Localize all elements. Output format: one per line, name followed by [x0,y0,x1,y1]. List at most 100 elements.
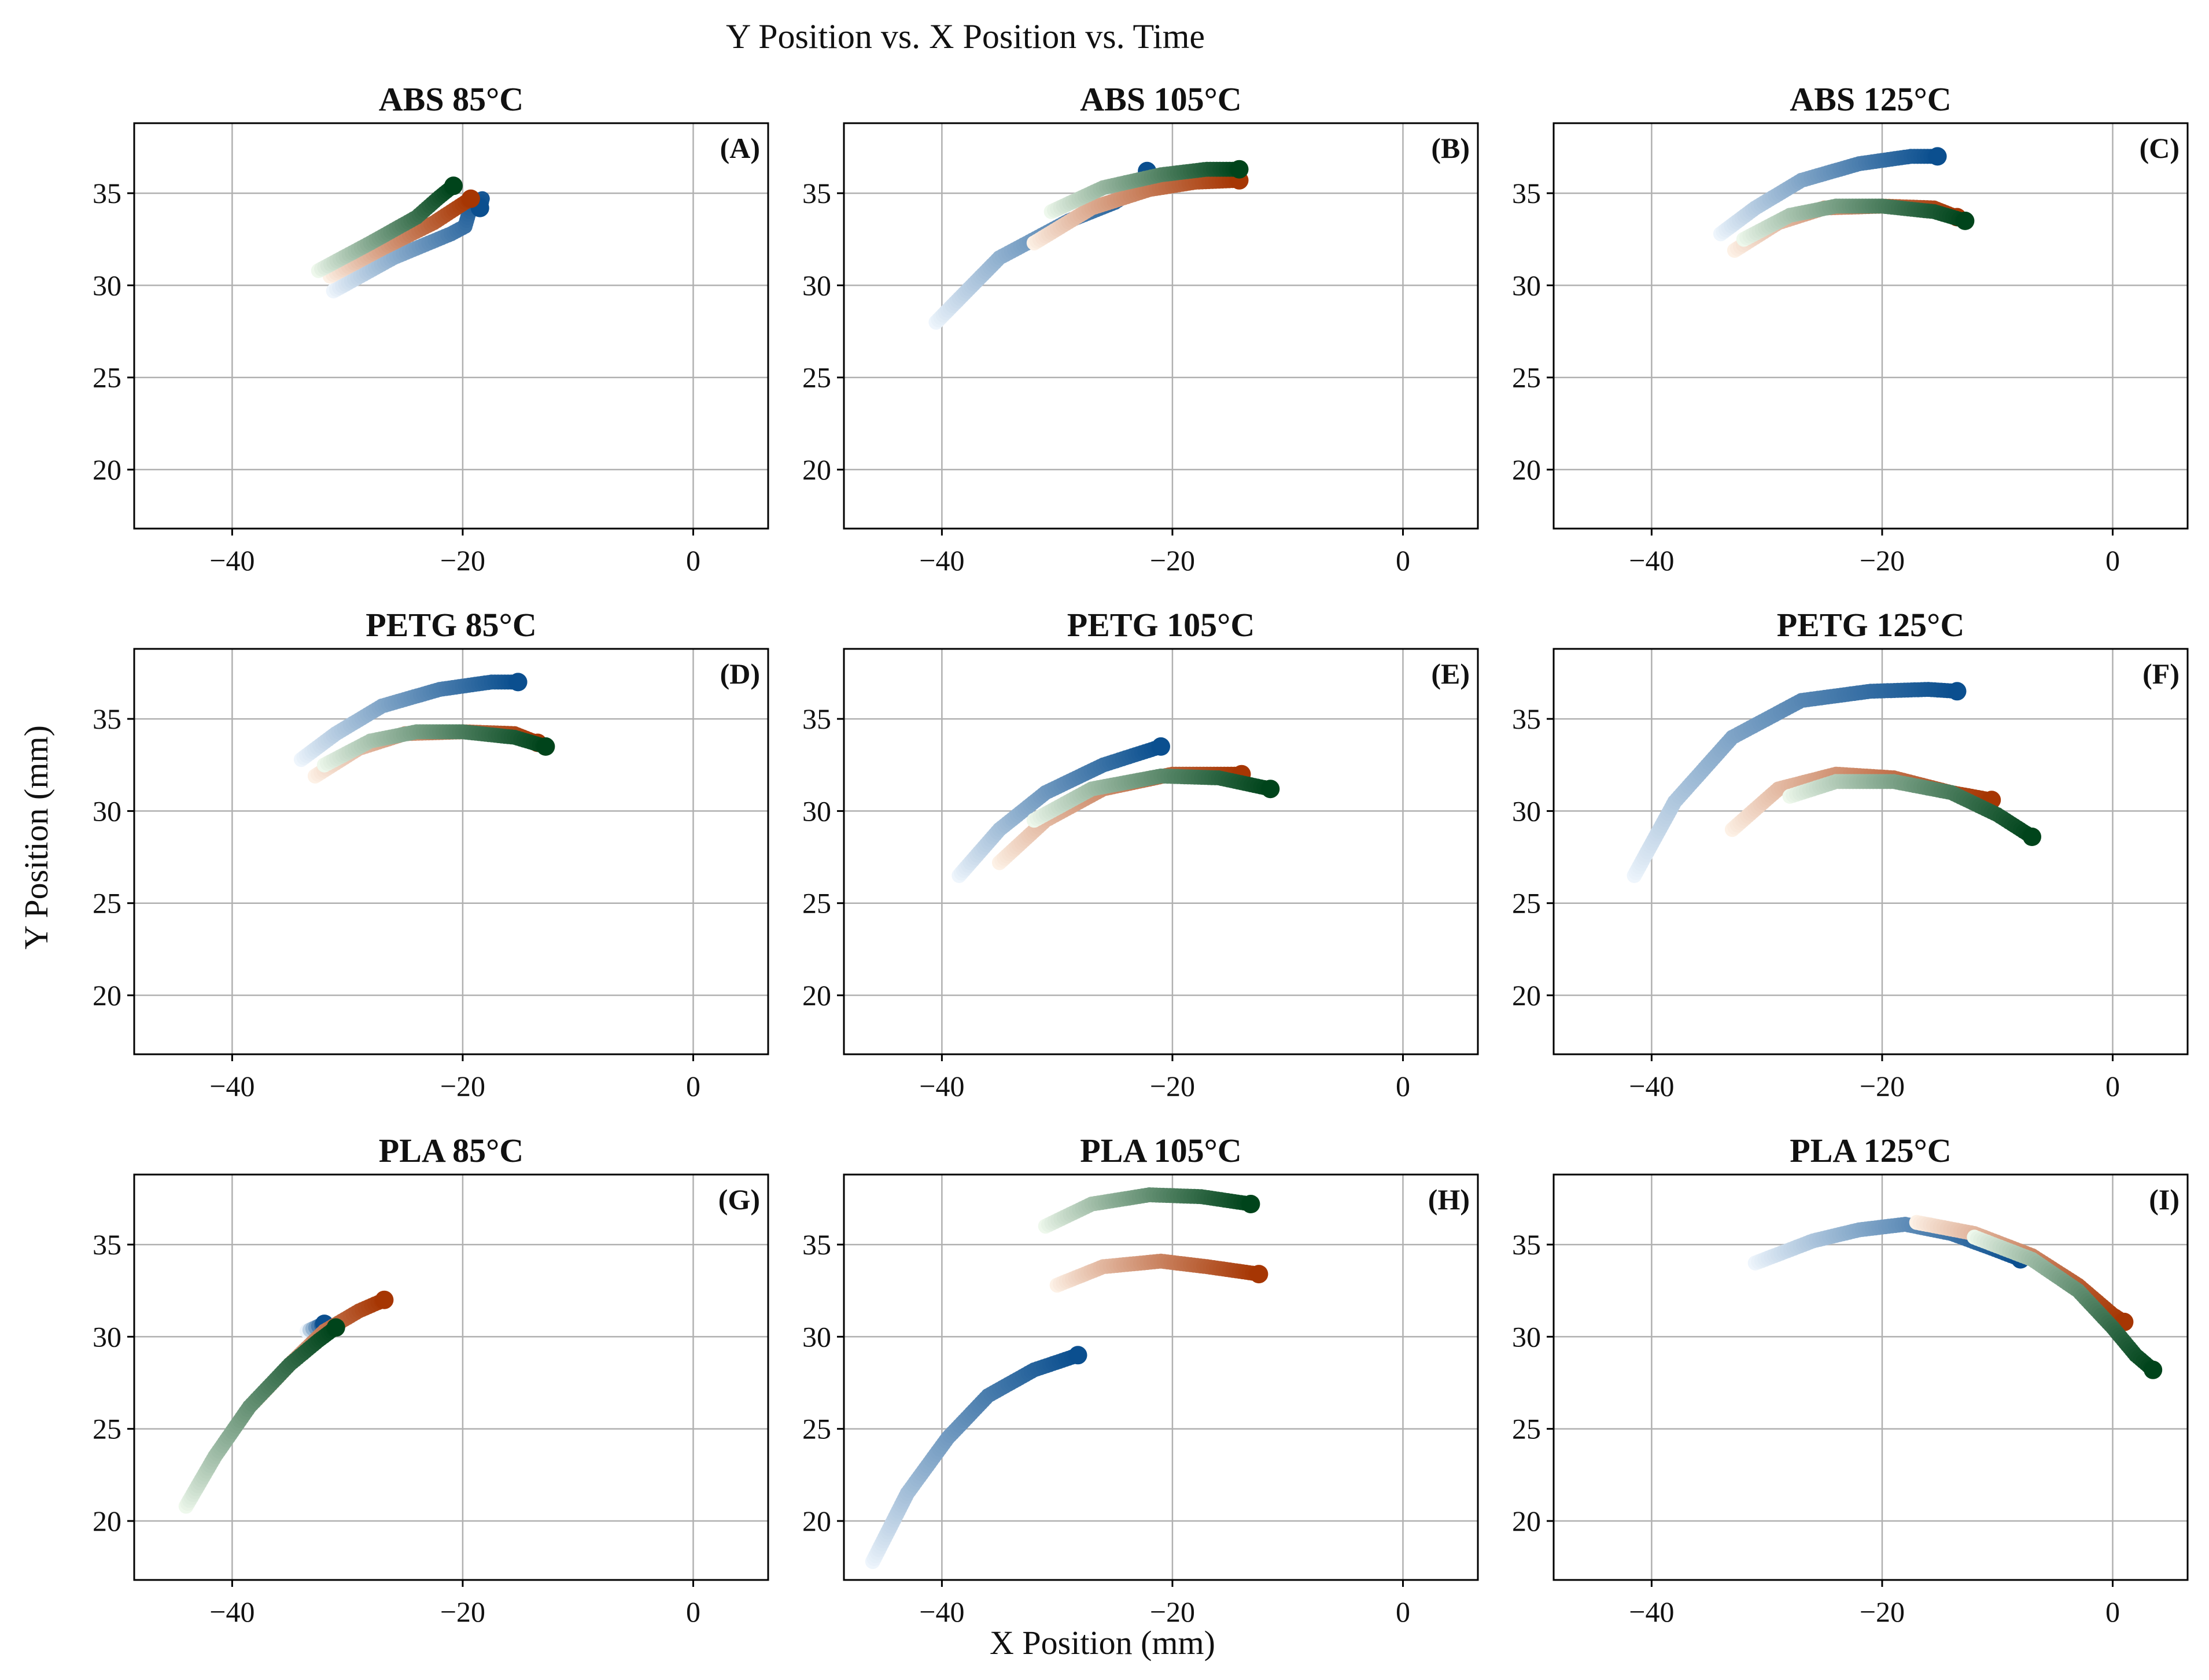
x-tick-label: 0 [686,544,700,577]
x-tick-label: −40 [919,1596,964,1628]
series-series_3 [178,1318,345,1514]
y-tick-label: 30 [802,795,831,827]
y-tick-label: 30 [93,795,121,827]
series-series_3 [1026,768,1280,828]
y-tick-label: 35 [802,703,831,735]
y-tick-label: 35 [802,177,831,209]
axes-frame [133,122,769,530]
series-series_1 [326,191,490,298]
y-tick-label: 25 [802,361,831,394]
x-tick-label: −40 [1629,544,1674,577]
y-tick-label: 35 [1512,1228,1541,1261]
end-point [2144,1360,2163,1379]
x-tick-label: 0 [686,1070,700,1102]
series-group [311,176,490,298]
y-axis-label: Y Position (mm) [17,725,55,950]
series-series_3 [1782,774,2041,846]
y-tick-label: 25 [93,887,121,920]
series-group [928,160,1249,330]
panel-d: −40 −20 0 20 25 30 35 PETG 85°C (D) [93,606,769,1102]
x-tick-label: 0 [1396,544,1410,577]
panel-title: PLA 85°C [379,1132,523,1169]
series-series_3 [1736,198,1975,247]
y-tick-label: 20 [1512,979,1541,1011]
y-tick-label: 20 [802,979,831,1011]
panel-letter: (E) [1431,658,1470,690]
y-tick-label: 25 [1512,887,1541,920]
y-tick-label: 35 [93,703,121,735]
panel-letter: (F) [2142,658,2180,690]
series-group [1627,682,2041,883]
end-point [1956,211,1975,230]
panel-e: −40 −20 0 20 25 30 35 PETG 105°C (E) [802,606,1479,1102]
y-tick-label: 25 [802,1413,831,1445]
y-tick-label: 20 [93,453,121,486]
x-tick-label: −40 [1629,1596,1674,1628]
series-series_1 [865,1346,1087,1570]
y-tick-label: 35 [802,1228,831,1261]
series-series_3 [316,724,555,773]
end-point [508,673,528,692]
axes-frame [843,648,1479,1055]
series-group [865,1187,1268,1570]
end-point [1241,1195,1260,1213]
panel-letter: (A) [720,132,760,164]
y-tick-label: 35 [1512,177,1541,209]
axes-frame [1552,122,2189,530]
y-tick-label: 30 [1512,269,1541,301]
series-series_1 [293,673,528,767]
end-point [1948,682,1967,701]
x-tick-label: −20 [1860,1070,1905,1102]
panels: −40 −20 0 20 25 30 35 ABS 85°C (A) −40 −20 0 20 25 30 3… [93,80,2189,1628]
y-tick-label: 20 [802,1505,831,1537]
panel-letter: (G) [718,1183,760,1216]
end-point [326,1318,345,1337]
y-tick-label: 25 [93,1413,121,1445]
series-series_3 [1043,160,1249,219]
y-tick-label: 30 [1512,795,1541,827]
series-series_1 [1627,682,1967,883]
x-tick-label: 0 [686,1596,700,1628]
series-series_3 [1038,1187,1260,1234]
series-series_3 [1967,1229,2163,1379]
panel-title: PETG 105°C [1067,606,1255,644]
panel-title: ABS 105°C [1080,80,1241,118]
x-tick-label: −20 [1150,1070,1195,1102]
panel-letter: (B) [1431,132,1470,164]
x-tick-label: −20 [1860,544,1905,577]
axes-frame [843,1173,1479,1581]
panel-b: −40 −20 0 20 25 30 35 ABS 105°C (B) [802,80,1479,577]
series-series_1 [952,737,1170,883]
y-tick-label: 25 [802,887,831,920]
panel-c: −40 −20 0 20 25 30 35 ABS 125°C (C) [1512,80,2189,577]
end-point [536,737,555,756]
x-tick-label: 0 [2105,544,2120,577]
y-tick-label: 30 [93,1320,121,1353]
x-tick-label: 0 [2105,1596,2120,1628]
panel-a: −40 −20 0 20 25 30 35 ABS 85°C (A) [93,80,769,577]
y-tick-label: 20 [1512,1505,1541,1537]
y-tick-label: 35 [1512,703,1541,735]
series-group [178,1290,394,1514]
end-point [375,1290,394,1309]
x-tick-label: −20 [440,1070,485,1102]
axes-frame [1552,1173,2189,1581]
y-tick-label: 25 [93,361,121,394]
series-group [952,737,1280,883]
x-tick-label: −20 [1860,1596,1905,1628]
end-point [1230,160,1249,179]
x-tick-label: 0 [2105,1070,2120,1102]
end-point [1928,147,1947,166]
end-point [444,176,463,195]
y-tick-label: 30 [802,269,831,301]
x-tick-label: −20 [1150,1596,1195,1628]
figure-title: Y Position vs. X Position vs. Time [726,17,1205,56]
panel-letter: (I) [2149,1183,2180,1216]
axes-frame [133,648,769,1055]
end-point [2023,828,2041,846]
panel-title: ABS 125°C [1790,80,1951,118]
x-tick-label: −20 [440,1596,485,1628]
series-group [293,673,555,784]
end-point [1152,737,1170,756]
